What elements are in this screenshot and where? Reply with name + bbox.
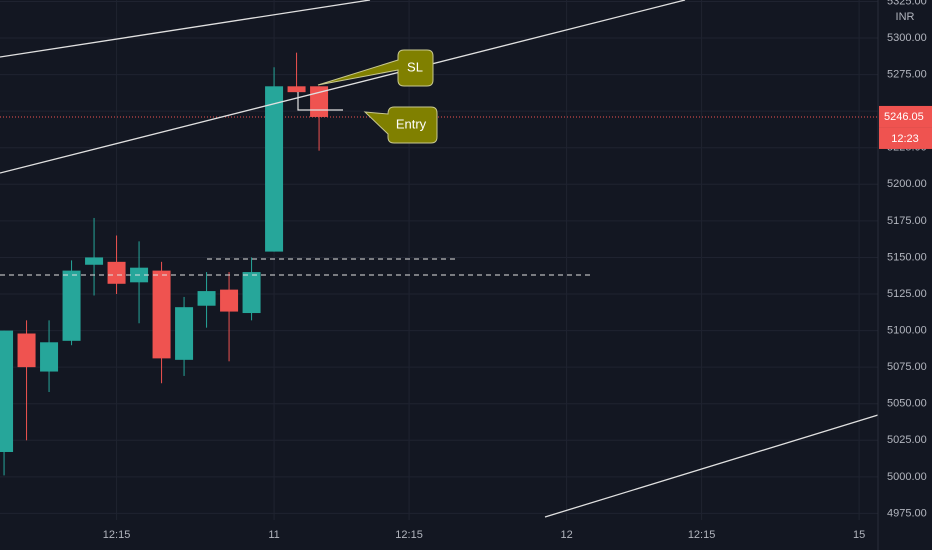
y-tick-label: 5325.00 (887, 0, 927, 7)
y-tick-label: 5100.00 (887, 324, 927, 336)
candle-body (85, 257, 104, 265)
sl-callout (317, 49, 434, 87)
candle-body (0, 330, 14, 452)
candles (0, 52, 329, 476)
y-tick-label: 5175.00 (887, 215, 927, 227)
candle-body (197, 291, 216, 306)
entry-callout (363, 106, 438, 144)
last-price-label: 5246.05 (884, 111, 924, 123)
y-tick-label: 4975.00 (887, 507, 927, 519)
position-bracket (297, 92, 343, 111)
candle-body (265, 86, 284, 252)
currency-label: INR (896, 11, 915, 23)
candle-body (220, 289, 239, 312)
axis-labels: 4975.00 5000.00 5025.00 5050.00 5075.00 5100.… (103, 0, 927, 541)
x-tick-label: 12:15 (688, 529, 716, 541)
candle-body (17, 333, 36, 368)
y-tick-label: 5050.00 (887, 398, 927, 410)
y-tick-label: 5025.00 (887, 434, 927, 446)
entry-label: Entry (396, 116, 427, 131)
trend-line (544, 414, 879, 518)
candle-body (62, 270, 81, 341)
y-tick-label: 5300.00 (887, 32, 927, 44)
trend-line (0, 0, 371, 58)
price-axis (878, 0, 932, 550)
y-tick-label: 5075.00 (887, 361, 927, 373)
sl-label: SL (407, 59, 423, 74)
candle-body (287, 86, 306, 93)
y-tick-label: 5200.00 (887, 178, 927, 190)
candle-body (107, 261, 126, 284)
x-tick-label: 11 (268, 529, 279, 541)
candle-body (40, 342, 59, 372)
last-price-box (879, 105, 932, 128)
y-tick-label: 5275.00 (887, 69, 927, 81)
candle-body (175, 307, 194, 360)
grid (0, 0, 878, 520)
countdown-box (879, 127, 932, 149)
countdown-label: 12:23 (891, 133, 919, 145)
x-tick-label: 12:15 (103, 529, 131, 541)
y-tick-label: 5150.00 (887, 251, 927, 263)
y-tick-label: 5125.00 (887, 288, 927, 300)
candle-body (242, 272, 261, 314)
trend-line (0, 0, 686, 174)
candle-body (152, 270, 171, 359)
x-tick-label: 12:15 (395, 529, 423, 541)
y-tick-label: 5000.00 (887, 471, 927, 483)
x-tick-label: 15 (853, 529, 865, 541)
x-tick-label: 12 (560, 529, 572, 541)
